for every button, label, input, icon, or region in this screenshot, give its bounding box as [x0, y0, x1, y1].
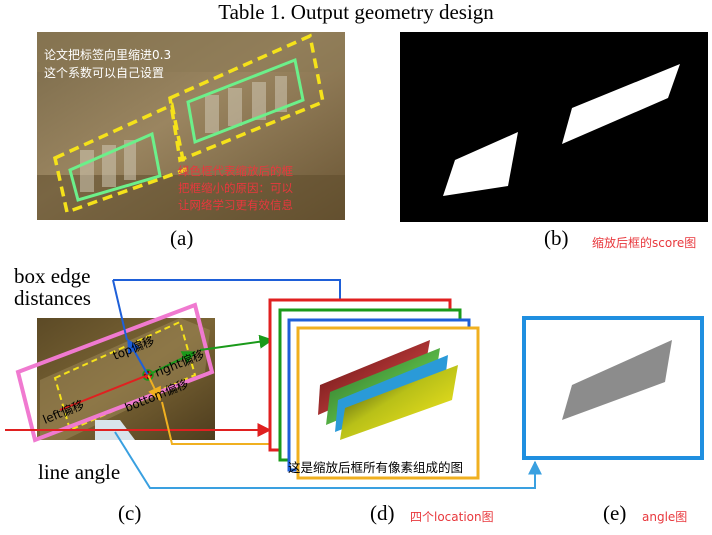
- panel-c-label: (c): [118, 501, 142, 525]
- box-edge-line-2: distances: [14, 286, 91, 310]
- box-edge-distances-label: box edge distances: [14, 265, 91, 309]
- panel-a-white-note: 论文把标签向里缩进0.3 这个系数可以自己设置: [44, 46, 171, 82]
- box-edge-line-1: box edge: [14, 264, 91, 288]
- top-offset-arrow: [127, 338, 149, 376]
- panel-e-angle-map: [522, 316, 704, 460]
- panel-e-label: (e): [603, 501, 627, 525]
- panel-d-caption: 这是缩放后框所有像素组成的图: [288, 460, 464, 475]
- panel-a-red-note: 绿色框代表缩放后的框 把框缩小的原因：可以 让网络学习更有效信息: [178, 163, 293, 214]
- red-note-line-2: 把框缩小的原因：可以: [178, 181, 293, 195]
- left-offset-arrow: [59, 374, 149, 411]
- bottom-connector: [161, 401, 302, 451]
- panel-a-image: [37, 32, 345, 220]
- figure-title: Table 1. Output geometry design: [218, 0, 494, 24]
- edge-distance-pointer: [112, 279, 128, 341]
- panel-b-score-map: [400, 32, 708, 222]
- red-note-line-3: 让网络学习更有效信息: [178, 198, 293, 212]
- panel-b-note: 缩放后框的score图: [592, 236, 697, 250]
- panel-e-note: angle图: [642, 510, 688, 524]
- bottom-offset-arrow: [147, 374, 161, 402]
- panel-d-note: 四个location图: [410, 510, 494, 524]
- panel-b-label: (b): [544, 226, 569, 250]
- panel-d-label: (d): [370, 501, 395, 525]
- panel-d-location-maps: [268, 298, 480, 480]
- right-connector: [199, 334, 274, 351]
- red-note-line-1: 绿色框代表缩放后的框: [178, 164, 293, 178]
- angle-connector: [114, 431, 542, 489]
- right-offset-arrow: [147, 351, 197, 376]
- line-angle-label: line angle: [38, 460, 121, 484]
- white-note-line-1: 论文把标签向里缩进0.3: [44, 48, 172, 62]
- white-note-line-2: 这个系数可以自己设置: [44, 66, 165, 80]
- panel-a-label: (a): [170, 226, 194, 250]
